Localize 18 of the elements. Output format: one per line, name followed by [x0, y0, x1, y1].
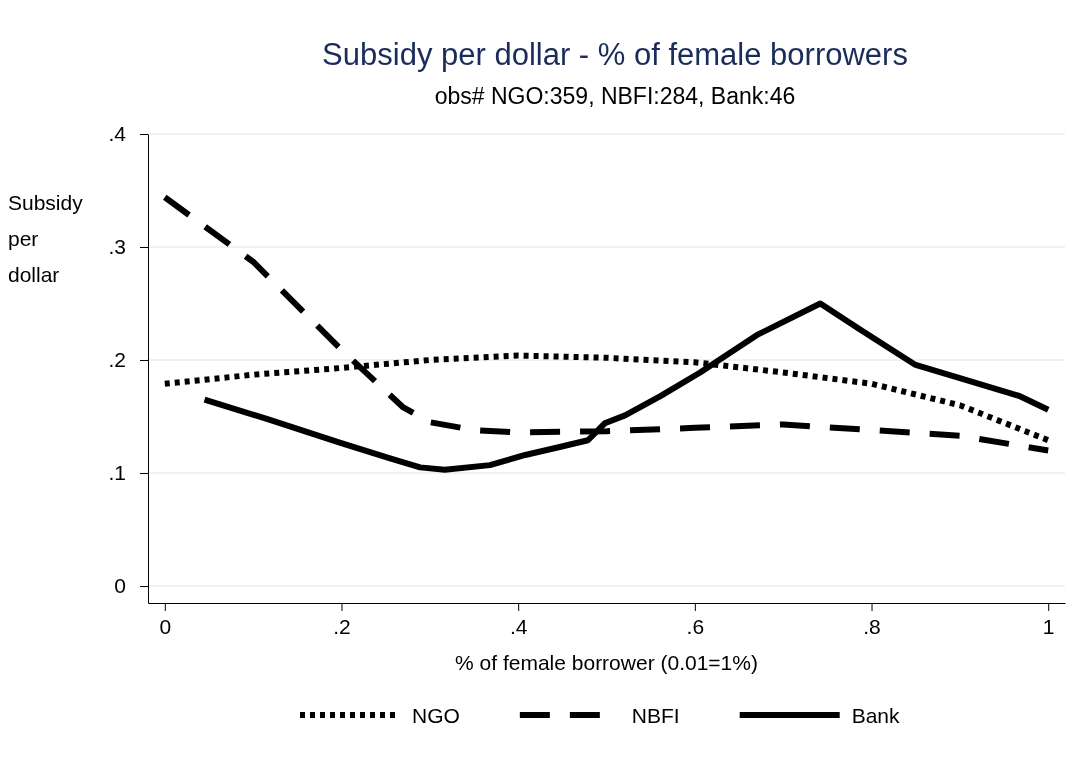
y-tick-label: .3 [108, 235, 126, 259]
y-tick-label: 0 [114, 574, 126, 598]
y-tick-label: .4 [108, 122, 127, 146]
y-tick-label: .2 [108, 348, 126, 372]
legend-label: NGO [412, 704, 460, 727]
x-tick-label: .6 [686, 614, 705, 638]
x-tick-label: 1 [1042, 614, 1055, 638]
x-tick-label: .4 [509, 614, 528, 638]
chart-title: Subsidy per dollar - % of female borrowers [322, 37, 908, 72]
y-axis-title: Subsidy per dollar [8, 191, 84, 286]
y-tick-label: .1 [108, 461, 126, 485]
chart-subtitle: obs# NGO:359, NBFI:284, Bank:46 [434, 83, 796, 109]
legend-label: NBFI [631, 704, 680, 727]
x-axis-title: % of female borrower (0.01=1%) [455, 651, 758, 674]
x-tick-label: 0 [159, 614, 172, 638]
legend-label: Bank [851, 704, 901, 727]
x-tick-label: .2 [333, 614, 351, 638]
x-tick-label: .8 [863, 614, 881, 638]
